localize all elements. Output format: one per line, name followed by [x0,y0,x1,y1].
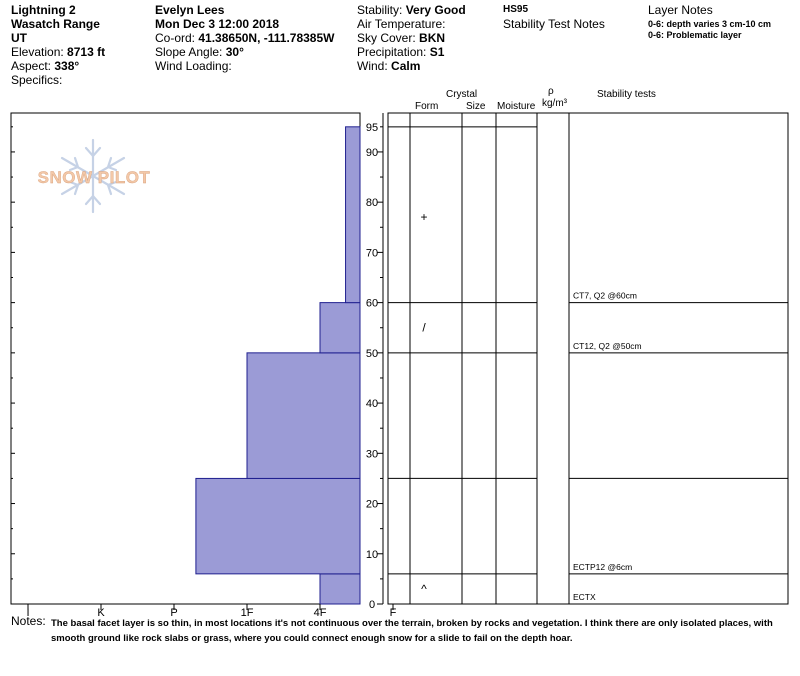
depth-tick-label: 0 [369,599,375,611]
slope-value: 30° [225,45,244,59]
slope-row: Slope Angle: 30° [155,45,244,59]
layer-note-item: 0-6: Problematic layer [648,30,742,40]
stability-test-labels: CT7, Q2 @60cm CT12, Q2 @50cm ECTP12 @6cm EC… [573,291,642,602]
snowpilot-logo: SNOW PILOT [38,168,151,187]
snowflake-icon [60,138,126,214]
aspect-row: Aspect: 338° [11,59,79,73]
hs-code: HS95 [503,4,529,15]
stability-test-label: CT12, Q2 @50cm [573,341,642,351]
hardness-bars [195,126,361,605]
stability-test-label: CT7, Q2 @60cm [573,291,637,301]
grain-form-symbols: + / ^ [420,210,427,596]
depth-tick-label: 90 [366,147,378,159]
precip-value: S1 [429,45,445,59]
hardness-bar [195,477,361,575]
moisture-header: Moisture [497,101,536,112]
elevation-value: 8713 ft [67,45,106,59]
depth-tick-label: 30 [366,448,378,460]
grain-form-symbol: + [420,210,427,224]
hardness-bar [345,126,361,304]
sky-label: Sky Cover: [357,31,416,45]
aspect-value: 338° [54,59,80,73]
depth-tick-label: 40 [366,398,378,410]
stability-test-label: ECTP12 @6cm [573,562,632,572]
depth-tick-label: 95 [366,122,378,134]
depth-tick-label: 50 [366,348,378,360]
precip-label: Precipitation: [357,45,427,59]
coord-label: Co-ord: [155,31,196,45]
elevation-label: Elevation: [11,45,64,59]
sky-row: Sky Cover: BKN [357,31,445,45]
wind-value: Calm [391,59,421,73]
grain-form-symbol: / [422,321,426,335]
depth-tick-label: 20 [366,499,378,511]
depth-tick-label: 10 [366,549,378,561]
size-header: Size [466,101,486,112]
stability-label: Stability: [357,3,403,17]
form-header: Form [415,101,439,112]
density-rho-header: ρ [548,86,554,97]
hardness-axis: I K P 1F 4F F [11,126,397,619]
layer-notes-title: Layer Notes [648,3,713,17]
elevation-row: Elevation: 8713 ft [11,45,105,59]
coord-value: 41.38650N, -111.78385W [198,31,335,45]
stability-tests-header: Stability tests [597,89,656,100]
site-state: UT [11,31,27,45]
stability-test-label: ECTX [573,592,596,602]
stability-value: Very Good [405,3,466,17]
grain-form-symbol: ^ [421,582,427,596]
hardness-tick-label: K [97,607,105,619]
sky-value: BKN [419,31,446,45]
layer-boundary-lines [388,126,788,575]
hardness-tick-label: 1F [241,607,254,619]
depth-tick-label: 80 [366,197,378,209]
stability-row: Stability: Very Good [357,3,466,17]
profile-table [387,112,789,605]
wind-label: Wind: [357,59,388,73]
density-unit-header: kg/m³ [542,98,567,109]
hardness-tick-label: P [170,607,177,619]
specifics-label: Specifics: [11,73,63,87]
hardness-bar [319,302,361,354]
depth-tick-label: 60 [366,298,378,310]
hardness-bar [246,352,361,479]
hardness-bar [319,573,361,605]
hardness-tick-label: 4F [314,607,327,619]
layer-note-item: 0-6: depth varies 3 cm-10 cm [648,19,772,29]
crystal-header: Crystal [446,89,478,100]
depth-axis: 0 10 20 30 40 50 60 70 80 90 95 [366,113,384,611]
site-range: Wasatch Range [11,17,100,31]
aspect-label: Aspect: [11,59,52,73]
notes-label: Notes: [11,614,46,628]
notes-text: The basal facet layer is so thin, in mos… [51,618,773,644]
hardness-tick-label: F [390,607,397,619]
slope-label: Slope Angle: [155,45,223,59]
depth-tick-label: 70 [366,247,378,259]
air-temp-label: Air Temperature: [357,17,446,31]
wind-loading-label: Wind Loading: [155,59,232,73]
observation-datetime: Mon Dec 3 12:00 2018 [155,17,280,31]
wind-row: Wind: Calm [357,59,420,73]
hardness-tick-label: I [26,607,29,619]
stability-test-notes-title: Stability Test Notes [503,17,605,31]
coord-row: Co-ord: 41.38650N, -111.78385W [155,31,334,45]
observer-name: Evelyn Lees [155,3,225,17]
site-name: Lightning 2 [11,3,76,17]
precip-row: Precipitation: S1 [357,45,444,59]
